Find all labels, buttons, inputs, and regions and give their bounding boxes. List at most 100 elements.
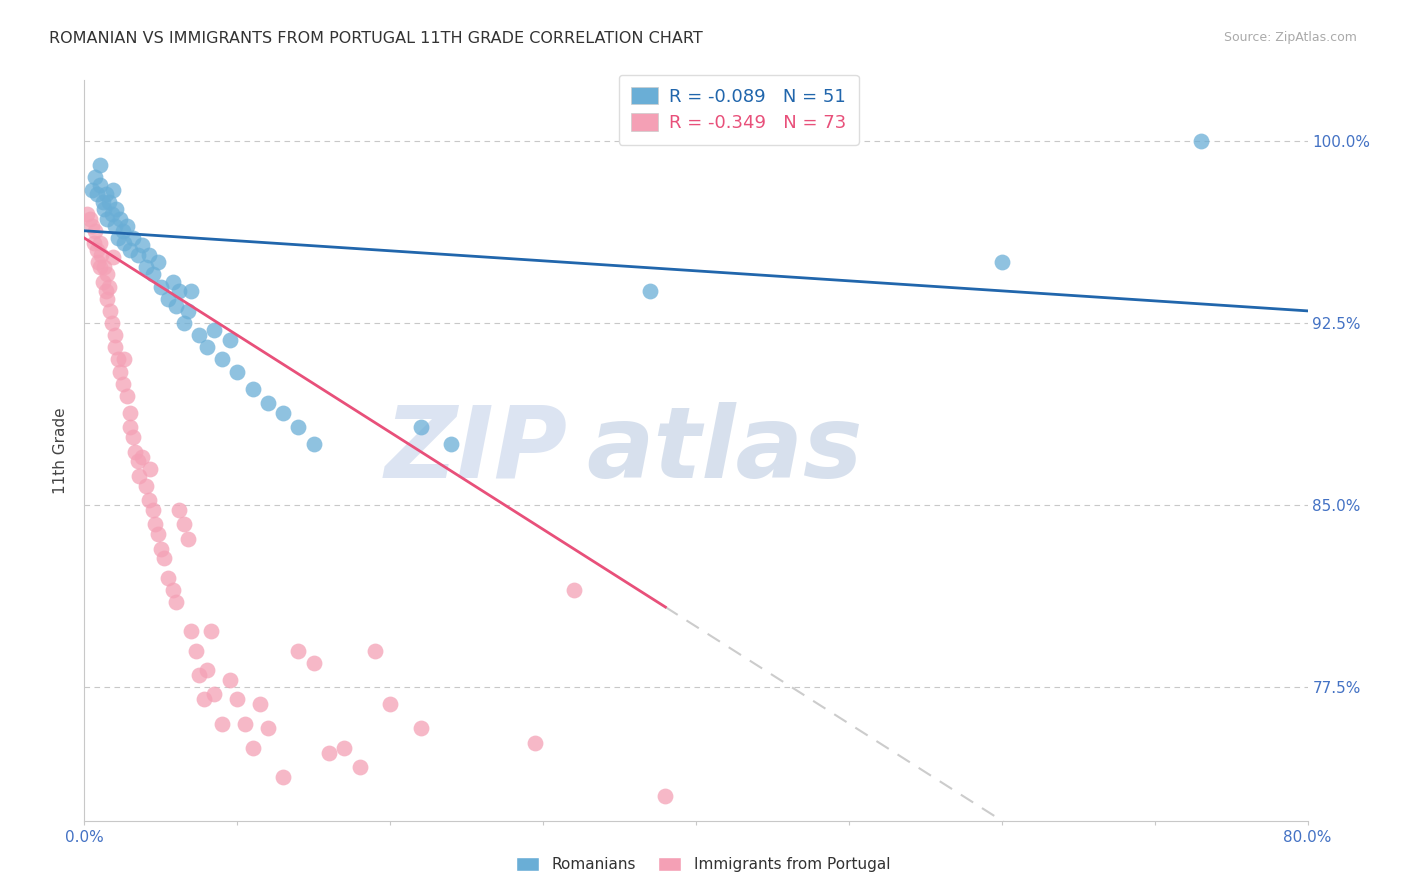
Point	[131, 238, 153, 252]
Point	[80, 219, 103, 233]
Point	[380, 697, 402, 711]
Point	[104, 328, 127, 343]
Point	[654, 789, 676, 804]
Point	[271, 406, 294, 420]
Point	[91, 194, 114, 209]
Point	[157, 292, 180, 306]
Point	[302, 437, 325, 451]
Point	[127, 248, 149, 262]
Point	[122, 430, 145, 444]
Point	[409, 420, 432, 434]
Point	[333, 740, 356, 755]
Point	[143, 517, 166, 532]
Legend: Romanians, Immigrants from Portugal: Romanians, Immigrants from Portugal	[508, 849, 898, 880]
Point	[139, 461, 162, 475]
Point	[128, 469, 150, 483]
Point	[89, 260, 111, 275]
Point	[142, 268, 165, 282]
Point	[173, 316, 195, 330]
Point	[180, 624, 202, 639]
Point	[101, 207, 124, 221]
Point	[226, 365, 249, 379]
Point	[111, 224, 134, 238]
Point	[349, 760, 371, 774]
Point	[84, 224, 107, 238]
Point	[97, 194, 120, 209]
Point	[112, 352, 135, 367]
Point	[409, 722, 432, 736]
Point	[226, 692, 249, 706]
Point	[193, 692, 215, 706]
Point	[84, 170, 107, 185]
Point	[108, 211, 131, 226]
Point	[287, 420, 309, 434]
Point	[242, 382, 264, 396]
Text: Source: ZipAtlas.com: Source: ZipAtlas.com	[1223, 31, 1357, 45]
Point	[127, 454, 149, 468]
Point	[1189, 134, 1212, 148]
Point	[91, 275, 114, 289]
Point	[146, 255, 169, 269]
Point	[80, 182, 103, 196]
Point	[364, 644, 387, 658]
Point	[153, 551, 176, 566]
Point	[94, 285, 117, 299]
Point	[177, 304, 200, 318]
Point	[524, 736, 547, 750]
Point	[202, 687, 225, 701]
Point	[211, 352, 233, 367]
Point	[562, 582, 585, 597]
Point	[112, 235, 135, 250]
Point	[638, 285, 661, 299]
Point	[257, 396, 280, 410]
Point	[135, 260, 157, 275]
Point	[138, 493, 160, 508]
Point	[79, 211, 101, 226]
Point	[165, 595, 187, 609]
Point	[157, 571, 180, 585]
Point	[97, 279, 120, 293]
Point	[115, 219, 138, 233]
Point	[287, 644, 309, 658]
Point	[93, 260, 115, 275]
Point	[104, 219, 127, 233]
Point	[991, 255, 1014, 269]
Point	[211, 716, 233, 731]
Point	[96, 211, 118, 226]
Point	[90, 248, 112, 262]
Point	[302, 656, 325, 670]
Point	[257, 722, 280, 736]
Point	[104, 340, 127, 354]
Point	[188, 668, 211, 682]
Point	[195, 663, 218, 677]
Text: atlas: atlas	[586, 402, 862, 499]
Point	[120, 243, 142, 257]
Point	[180, 285, 202, 299]
Point	[120, 406, 142, 420]
Point	[111, 376, 134, 391]
Point	[188, 328, 211, 343]
Point	[115, 389, 138, 403]
Point	[173, 517, 195, 532]
Point	[165, 299, 187, 313]
Point	[271, 770, 294, 784]
Point	[83, 235, 105, 250]
Point	[202, 323, 225, 337]
Y-axis label: 11th Grade: 11th Grade	[52, 407, 67, 494]
Point	[242, 740, 264, 755]
Point	[103, 251, 125, 265]
Point	[184, 644, 207, 658]
Point	[167, 503, 190, 517]
Point	[149, 279, 172, 293]
Text: ZIP: ZIP	[384, 402, 568, 499]
Point	[103, 182, 125, 196]
Point	[138, 248, 160, 262]
Point	[318, 746, 340, 760]
Text: ROMANIAN VS IMMIGRANTS FROM PORTUGAL 11TH GRADE CORRELATION CHART: ROMANIAN VS IMMIGRANTS FROM PORTUGAL 11T…	[49, 31, 703, 46]
Point	[87, 255, 110, 269]
Point	[86, 243, 108, 257]
Point	[98, 304, 121, 318]
Point	[108, 365, 131, 379]
Point	[440, 437, 463, 451]
Point	[162, 582, 184, 597]
